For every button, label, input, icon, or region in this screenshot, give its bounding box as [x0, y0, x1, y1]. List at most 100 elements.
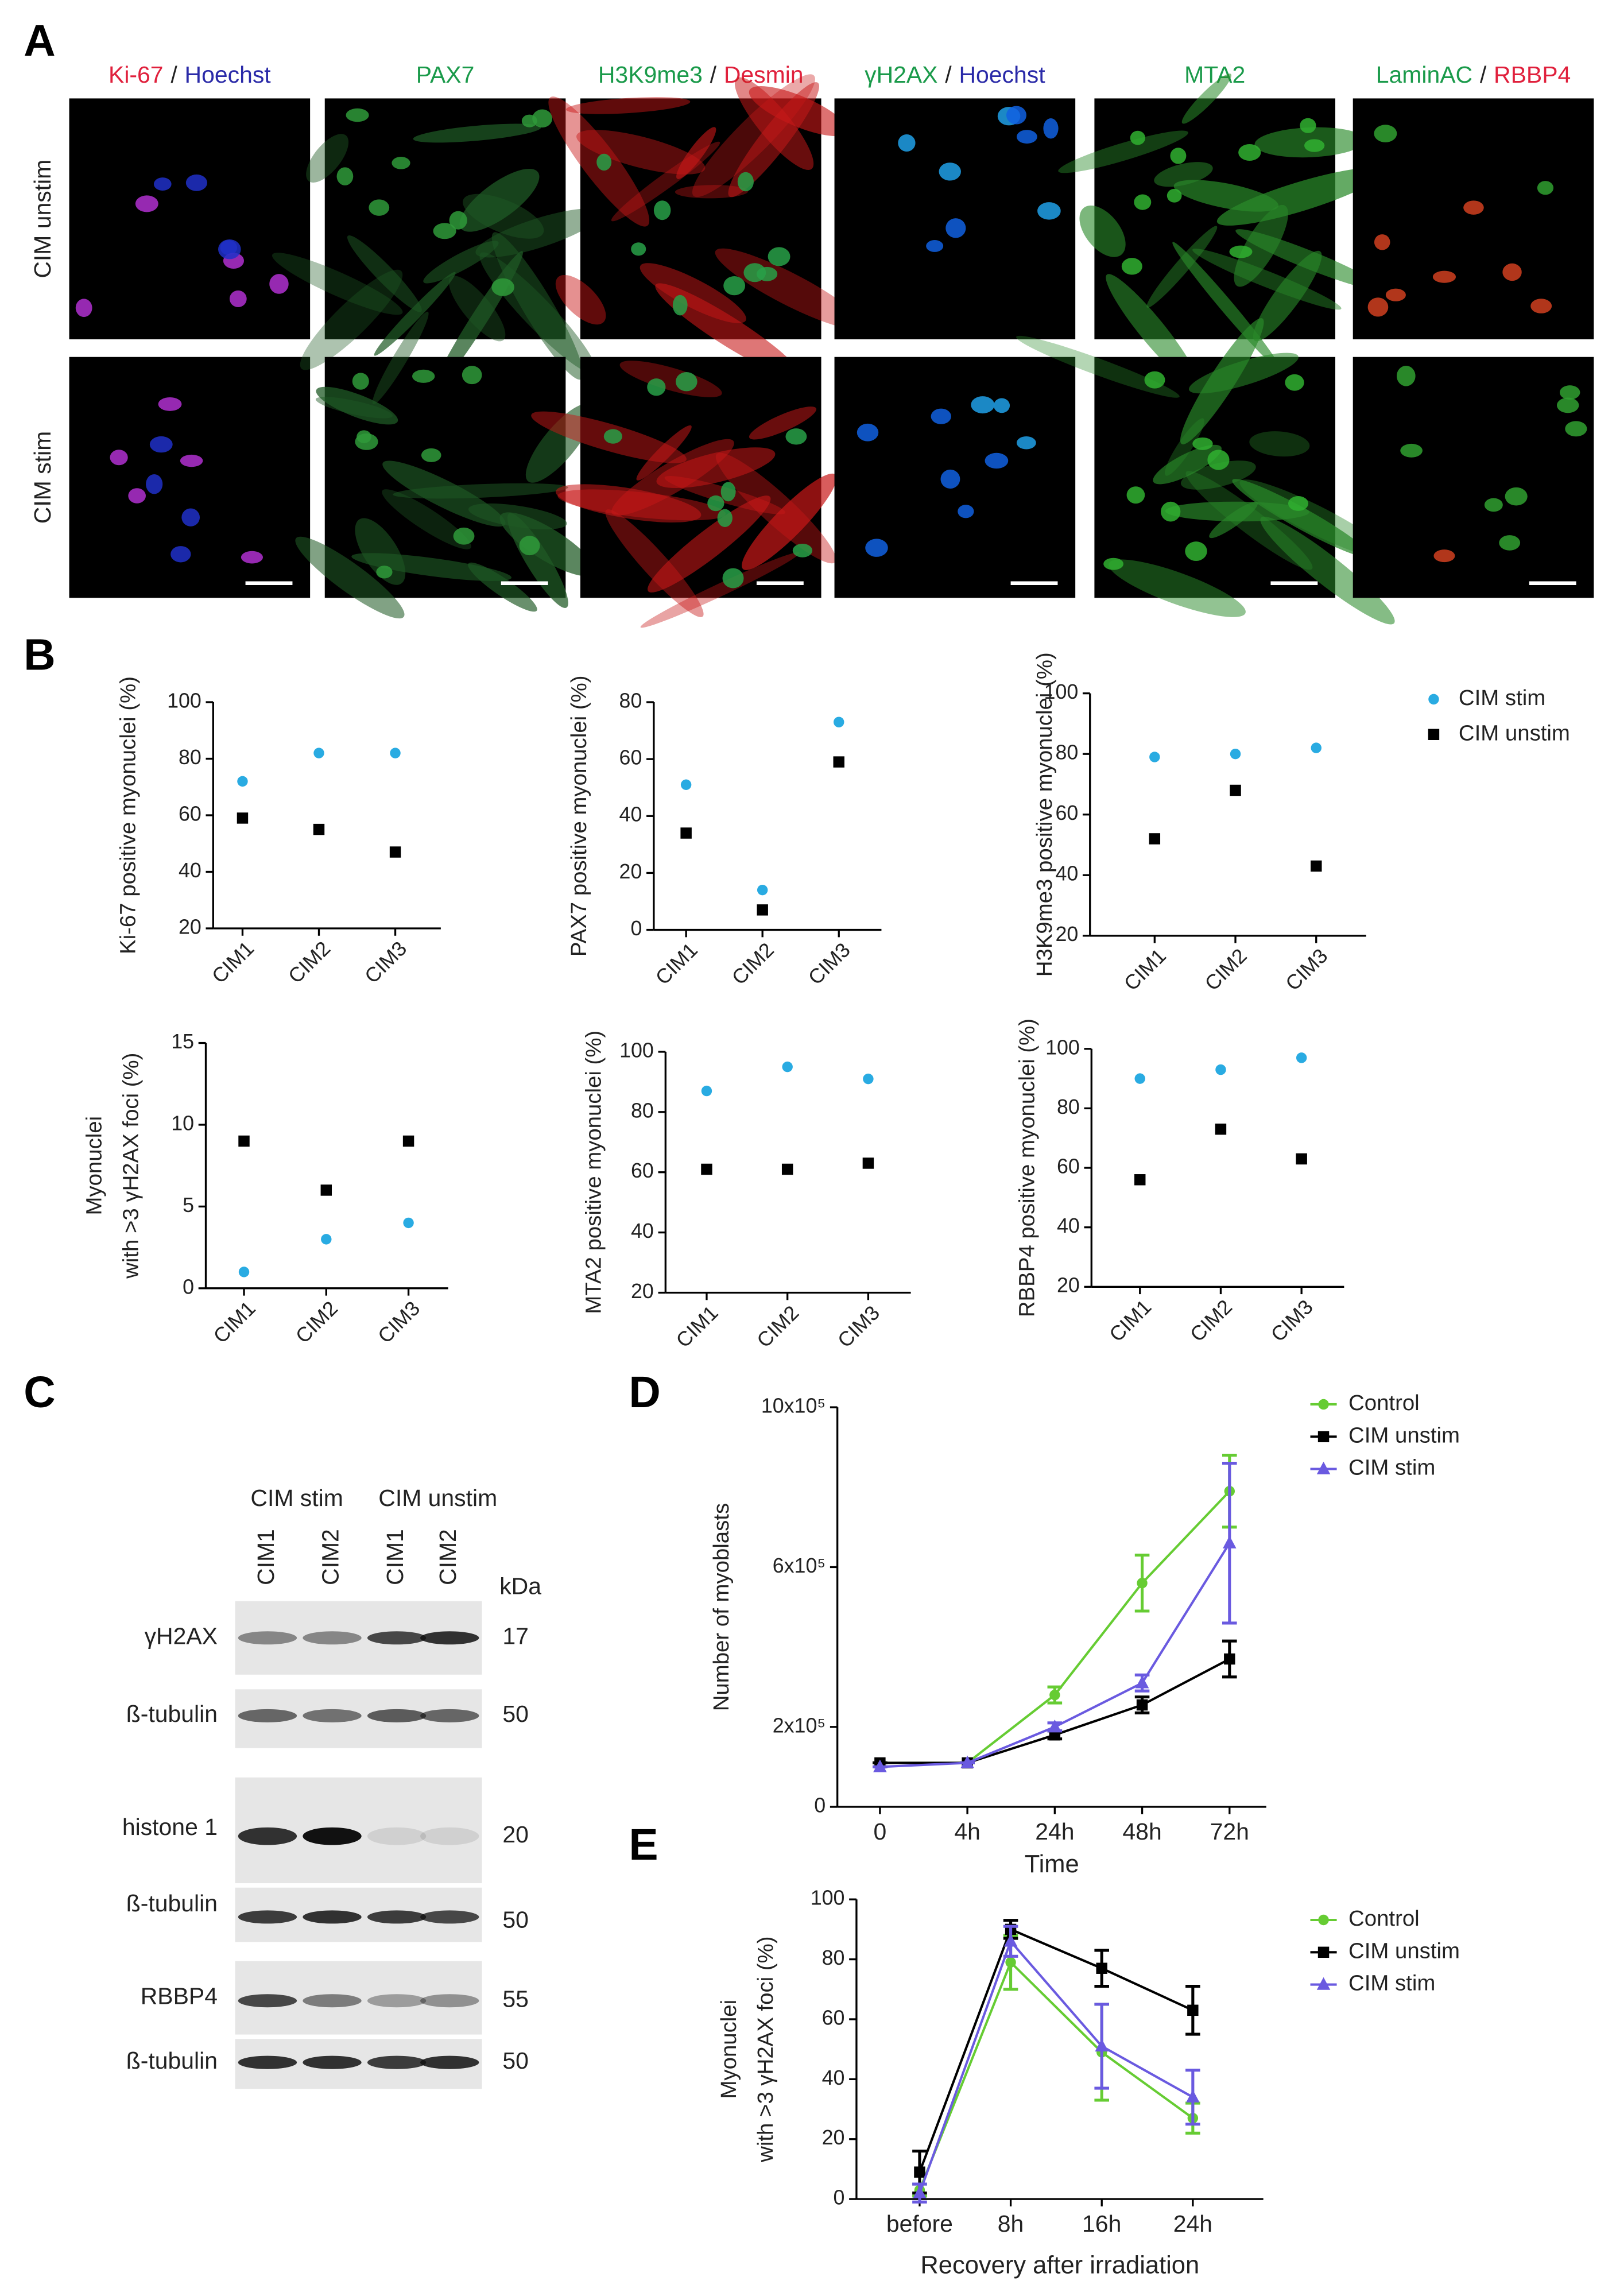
- nucleus: [1304, 139, 1325, 152]
- fiber: [1216, 168, 1383, 226]
- y-tick-label: 10: [171, 1112, 194, 1135]
- nucleus: [421, 448, 441, 462]
- panel-label: D: [629, 1368, 660, 1417]
- nucleus: [653, 200, 671, 220]
- band: [303, 1631, 362, 1645]
- nucleus: [153, 177, 172, 191]
- y-axis-label: PAX7 positive myonuclei (%): [567, 675, 591, 957]
- y-tick-label: 20: [179, 915, 201, 938]
- group-label: CIM stim: [250, 1485, 343, 1511]
- y-tick-label: 100: [1045, 1036, 1080, 1059]
- heading-part: PAX7: [416, 61, 475, 88]
- point: [1230, 784, 1241, 796]
- point: [1134, 1174, 1146, 1186]
- fiber: [555, 274, 606, 325]
- point: [1096, 1962, 1107, 1974]
- heading-part: Hoechst: [185, 61, 272, 88]
- point: [1223, 1535, 1237, 1548]
- nucleus: [412, 369, 435, 383]
- nucleus: [110, 450, 128, 466]
- y-tick-label: 80: [631, 1099, 654, 1122]
- blot-strip: [235, 1689, 482, 1748]
- y-tick-label: 100: [1044, 680, 1079, 703]
- micrograph: [1353, 357, 1594, 598]
- nucleus: [1192, 437, 1213, 450]
- fiber: [728, 82, 819, 198]
- lane-label: CIM2: [435, 1529, 461, 1585]
- y-tick-label: 40: [179, 859, 201, 882]
- nucleus: [218, 239, 241, 260]
- fiber: [351, 553, 511, 581]
- x-axis-label: Recovery after irradiation: [920, 2251, 1199, 2279]
- nucleus: [1037, 202, 1061, 220]
- fiber: [1164, 418, 1204, 476]
- blot-row-label: histone 1: [122, 1814, 218, 1840]
- point: [321, 1234, 332, 1245]
- point: [1048, 1720, 1062, 1733]
- fiber: [1253, 250, 1322, 342]
- legend-label: CIM stim: [1348, 1971, 1435, 1996]
- legend-marker: [1316, 1977, 1331, 1990]
- nucleus: [1385, 288, 1406, 301]
- point: [390, 748, 401, 758]
- nucleus: [1134, 194, 1152, 210]
- blot-row-label: γH2AX: [145, 1623, 218, 1650]
- nucleus: [945, 218, 966, 238]
- y-axis-label: MTA2 positive myonuclei (%): [582, 1031, 606, 1314]
- y-tick-label: 100: [811, 1887, 845, 1910]
- series-line: [919, 1939, 1193, 2194]
- point: [873, 1759, 887, 1772]
- blot-strip: [235, 1601, 482, 1675]
- band: [420, 2055, 479, 2069]
- point: [863, 1073, 874, 1085]
- nucleus: [931, 408, 951, 424]
- blot-strip: [235, 1961, 482, 2035]
- micrograph: [1058, 73, 1383, 386]
- nucleus: [336, 167, 354, 185]
- point: [782, 1061, 793, 1073]
- nucleus: [149, 436, 173, 453]
- blot-row-label: ß-tubulin: [126, 1890, 218, 1916]
- nucleus: [1484, 498, 1503, 512]
- band: [367, 1994, 427, 2008]
- heading-part: Hoechst: [959, 61, 1045, 88]
- nucleus: [723, 276, 746, 296]
- nucleus: [1537, 181, 1554, 195]
- column-heading: Ki-67/ Hoechst: [108, 61, 271, 88]
- band: [367, 1910, 427, 1924]
- point: [1149, 833, 1161, 845]
- y-tick-label: 80: [619, 689, 642, 712]
- fiber: [605, 509, 704, 617]
- heading-part: Ki-67: [108, 61, 164, 88]
- y-tick-label: 80: [822, 1946, 845, 1969]
- point: [833, 756, 844, 768]
- fiber: [640, 552, 800, 628]
- micrograph: [272, 98, 602, 390]
- band: [238, 1709, 297, 1722]
- nucleus: [376, 566, 393, 579]
- blot-row-label: ß-tubulin: [126, 1701, 218, 1727]
- point: [757, 904, 768, 916]
- point: [1005, 1957, 1016, 1968]
- fiber: [306, 134, 349, 183]
- point: [1003, 1934, 1018, 1947]
- fiber: [347, 235, 422, 312]
- point: [781, 1163, 793, 1175]
- band: [303, 1827, 362, 1845]
- point: [1137, 1578, 1148, 1589]
- micrograph: [531, 357, 837, 628]
- y-tick-label: 60: [1055, 802, 1078, 824]
- legend-marker: [1316, 1461, 1331, 1474]
- nucleus: [519, 536, 540, 556]
- nucleus: [939, 162, 961, 181]
- nucleus: [596, 153, 612, 171]
- point: [757, 884, 768, 896]
- legend-marker: [1317, 1431, 1330, 1442]
- point: [960, 1755, 974, 1768]
- fiber: [295, 536, 405, 619]
- y-tick-label: 80: [1057, 1095, 1080, 1118]
- fiber: [676, 127, 716, 179]
- fiber: [565, 97, 691, 114]
- y-tick-label: 100: [167, 689, 201, 712]
